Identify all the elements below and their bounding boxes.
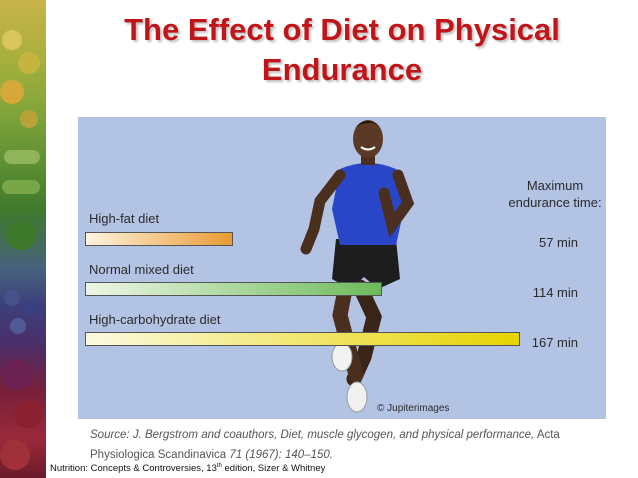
source-citation: Source: J. Bergstrom and coauthors, Diet… (90, 425, 560, 465)
source-prefix: Source: J. Bergstrom and coauthors, Diet… (90, 429, 535, 441)
footnote-sup: th (216, 463, 222, 469)
header-maximum-endurance: Maximum endurance time: (506, 177, 604, 211)
footnote-part-1: Nutrition: Concepts & Controversies, 13 (50, 463, 217, 475)
title-line-1: The Effect of Diet on Physical (124, 12, 560, 47)
bar-normal-mixed (85, 282, 382, 296)
title-line-2: Endurance (261, 52, 423, 87)
bar-high-carb (85, 332, 520, 346)
value-label-high-carb: 167 min (531, 335, 578, 350)
bar-high-fat (85, 232, 233, 246)
header-line-1: Maximum (526, 178, 584, 193)
image-credit: © Jupiterimages (377, 403, 450, 414)
food-photo-strip (0, 0, 46, 478)
category-label-high-carb: High-carbohydrate diet (89, 312, 221, 327)
source-volume: 71 (1967): 140–150. (229, 449, 333, 461)
footnote-part-2: edition, Sizer & Whitney (221, 463, 326, 475)
slide-title: The Effect of Diet on Physical Endurance (46, 10, 638, 90)
source-journal-1: Acta (536, 429, 560, 441)
value-label-normal-mixed: 114 min (532, 285, 578, 300)
textbook-footnote: Nutrition: Concepts & Controversies, 13t… (50, 463, 325, 474)
chart-panel: Maximum endurance time: High-fat diet 57… (78, 117, 606, 419)
source-journal-2: Physiologica Scandinavica (90, 449, 227, 461)
runner-illustration (300, 120, 415, 413)
value-label-high-fat: 57 min (538, 235, 578, 250)
category-label-high-fat: High-fat diet (89, 211, 160, 226)
header-line-2: endurance time: (508, 195, 602, 210)
category-label-normal-mixed: Normal mixed diet (89, 262, 194, 277)
